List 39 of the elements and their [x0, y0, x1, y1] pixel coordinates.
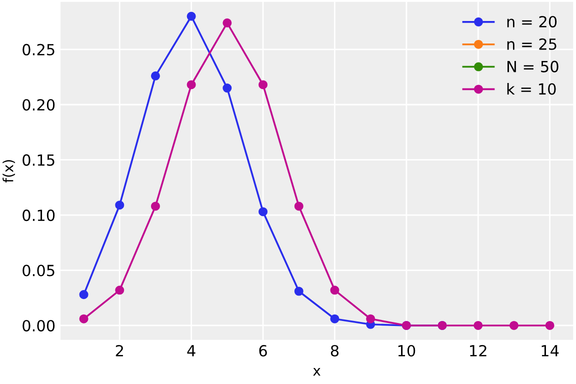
point: [258, 207, 268, 216]
x-axis-title: x: [313, 368, 320, 376]
point: [150, 202, 160, 211]
y-axis-title: f(x): [2, 160, 15, 183]
point: [222, 84, 232, 93]
point: [330, 286, 340, 295]
y-tick-label: 0.05: [22, 264, 54, 276]
x-tick-label: 4: [187, 345, 196, 356]
point: [150, 71, 160, 80]
point: [545, 320, 554, 330]
x-tick-label: 12: [470, 344, 486, 356]
point: [474, 320, 483, 330]
legend-label: n = 25: [507, 38, 556, 50]
point: [366, 314, 376, 324]
point: [330, 314, 340, 324]
y-tick-label: 0.20: [22, 99, 55, 111]
point: [115, 200, 124, 210]
point: [222, 18, 232, 28]
legend-label: n = 20: [507, 16, 557, 28]
point: [294, 202, 304, 211]
y-tick-label: 0.00: [22, 320, 55, 332]
point: [294, 286, 304, 296]
x-tick-label: 6: [259, 344, 267, 357]
y-tick-label: 0.25: [22, 44, 54, 56]
x-tick-label: 14: [542, 345, 559, 356]
y-tick-label: 0.15: [22, 154, 54, 166]
point: [258, 80, 268, 90]
x-tick-label: 8: [330, 344, 339, 357]
point: [115, 286, 124, 295]
legend-label: N = 50: [507, 60, 558, 72]
point: [509, 320, 518, 330]
y-tick-label: 0.10: [22, 210, 55, 222]
point: [79, 290, 88, 300]
point: [186, 12, 196, 21]
x-tick-label: 10: [398, 344, 416, 357]
x-tick-label: 2: [116, 344, 123, 356]
point: [79, 314, 88, 324]
legend-label: k = 10: [507, 82, 556, 95]
point: [186, 80, 196, 90]
